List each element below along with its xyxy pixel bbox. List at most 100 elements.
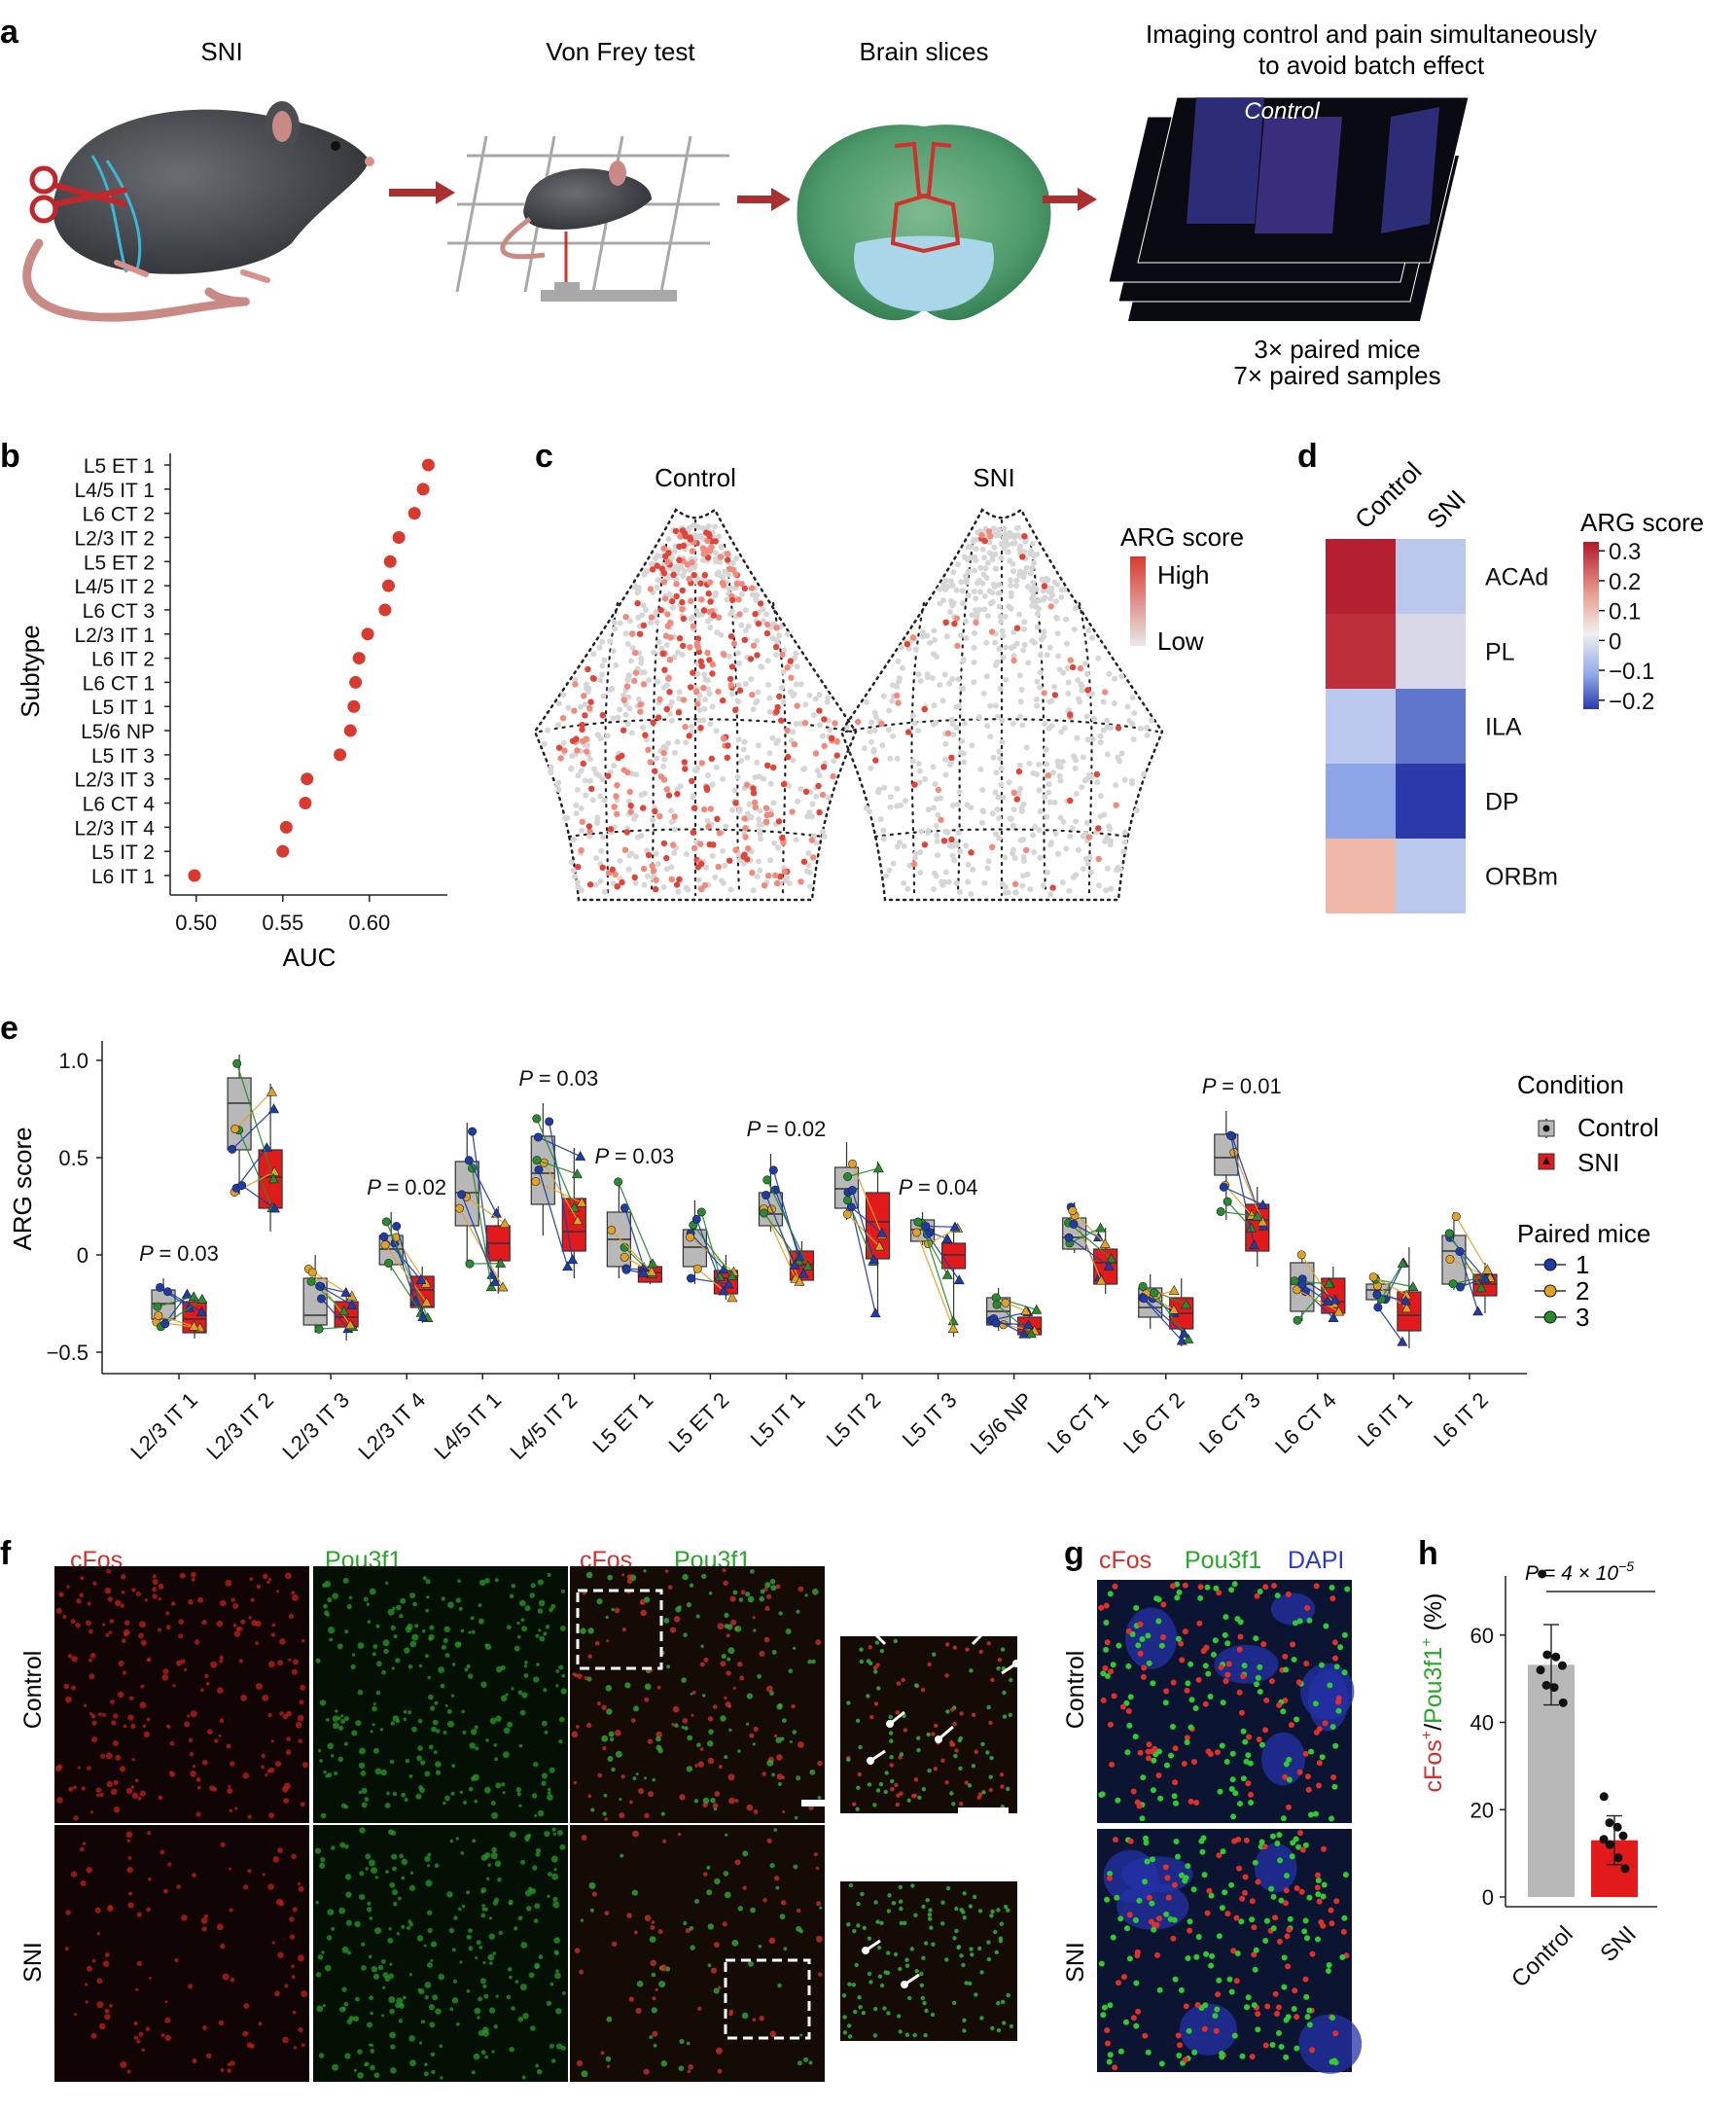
e-pair-line bbox=[319, 1285, 353, 1306]
c-cell-dot bbox=[673, 563, 680, 570]
g-signal-dot bbox=[1281, 1984, 1288, 1990]
g-signal-dot bbox=[1123, 2019, 1129, 2025]
c-cell-dot bbox=[744, 754, 751, 761]
f-signal-dot bbox=[265, 1772, 268, 1777]
f-signal-dot bbox=[282, 1713, 289, 1720]
e-pair-line bbox=[1069, 1227, 1101, 1244]
f-signal-dot bbox=[426, 1595, 430, 1599]
step-imaging-title-1: Imaging control and pain simultaneously bbox=[1146, 19, 1597, 49]
c-cell-dot bbox=[946, 609, 953, 616]
e-control-point bbox=[314, 1324, 324, 1334]
c-cell-dot bbox=[720, 574, 726, 581]
f-signal-dot bbox=[517, 1634, 521, 1639]
c-cell-dot bbox=[797, 786, 804, 792]
f-signal-dot bbox=[474, 2007, 481, 2015]
f-signal-dot bbox=[431, 1726, 437, 1733]
e-pair-line bbox=[167, 1291, 202, 1313]
f-signal-dot bbox=[446, 1891, 453, 1898]
f-signal-dot bbox=[746, 1693, 754, 1700]
f-signal-dot bbox=[480, 1887, 487, 1893]
c-arg-dot bbox=[776, 693, 783, 700]
g-signal-dot bbox=[1151, 1787, 1156, 1794]
f-inset-dot bbox=[889, 1738, 894, 1743]
f-inset-dot bbox=[944, 1957, 949, 1962]
c-cell-dot bbox=[600, 693, 607, 699]
c-cell-dot bbox=[790, 693, 797, 698]
c-arg-dot bbox=[741, 815, 748, 822]
f-inset-dot bbox=[961, 1962, 966, 1968]
b-point bbox=[421, 458, 435, 472]
f-signal-dot bbox=[372, 1747, 379, 1754]
h-category-label: SNI bbox=[1595, 1921, 1641, 1967]
c-cell-dot bbox=[916, 779, 923, 786]
h-y-tick-label: 60 bbox=[1470, 1624, 1494, 1648]
d-cell bbox=[1396, 839, 1466, 913]
f-signal-dot bbox=[139, 1701, 147, 1709]
g-signal-dot bbox=[1157, 1795, 1164, 1802]
c-cell-dot bbox=[915, 671, 922, 678]
c-cell-dot bbox=[578, 768, 585, 774]
d-cell bbox=[1326, 764, 1396, 839]
f-signal-dot bbox=[433, 1750, 438, 1755]
f-signal-dot bbox=[65, 1696, 72, 1703]
f-signal-dot bbox=[759, 1595, 764, 1602]
e-category-label: L4/5 IT 1 bbox=[429, 1387, 506, 1464]
c-cell-dot bbox=[998, 555, 1005, 561]
f-signal-dot bbox=[110, 1788, 118, 1796]
c-cell-dot bbox=[802, 701, 809, 708]
c-cell-dot bbox=[868, 765, 874, 771]
c-cell-dot bbox=[1063, 616, 1070, 623]
f-signal-dot bbox=[201, 1760, 208, 1766]
c-arg-dot bbox=[1067, 657, 1075, 663]
e-category-label: L6 IT 2 bbox=[1429, 1387, 1493, 1451]
e-pair-line bbox=[1372, 1276, 1407, 1296]
c-arg-dot bbox=[561, 747, 568, 754]
f-inset-dot bbox=[928, 1916, 933, 1921]
c-cell-dot bbox=[1054, 630, 1061, 637]
g-signal-dot bbox=[1257, 1589, 1263, 1594]
c-arg-dot bbox=[672, 527, 680, 535]
f-signal-dot bbox=[643, 1569, 647, 1573]
f-signal-dot bbox=[498, 1930, 503, 1936]
f-inset-dot bbox=[916, 1747, 921, 1753]
e-pair-line bbox=[1221, 1210, 1258, 1217]
f-signal-dot bbox=[491, 2050, 495, 2054]
e-sni-point bbox=[1022, 1319, 1034, 1330]
f-signal-dot bbox=[364, 1797, 370, 1802]
g-signal-dot bbox=[1214, 1749, 1221, 1756]
f-signal-dot bbox=[514, 1980, 519, 1984]
g-signal-dot bbox=[1172, 1745, 1179, 1752]
f-signal-dot bbox=[664, 1569, 669, 1573]
f-signal-dot bbox=[327, 1742, 335, 1750]
c-cell-dot bbox=[1105, 865, 1111, 872]
f-inset-dot bbox=[956, 1945, 961, 1950]
c-arg-dot bbox=[968, 849, 974, 856]
e-sni-point bbox=[802, 1260, 814, 1270]
f-inset-dot bbox=[904, 1963, 910, 1968]
g-signal-dot bbox=[1315, 1878, 1322, 1883]
c-cell-dot bbox=[1083, 713, 1090, 720]
f-signal-dot bbox=[138, 2031, 144, 2037]
d-row-label: ILA bbox=[1485, 714, 1522, 741]
c-arg-dot bbox=[721, 651, 727, 658]
f-signal-dot bbox=[100, 1753, 106, 1759]
e-sni-point bbox=[1180, 1299, 1191, 1309]
g-signal-dot bbox=[1276, 1938, 1283, 1945]
c-arg-dot bbox=[815, 782, 822, 790]
g-signal-dot bbox=[1339, 1954, 1346, 1960]
f-signal-dot bbox=[160, 2033, 165, 2038]
g-signal-dot bbox=[1231, 2032, 1238, 2039]
f-signal-dot bbox=[232, 1624, 237, 1628]
c-arg-dot bbox=[578, 846, 585, 854]
c-arg-dot bbox=[587, 698, 594, 705]
f-inset-dot bbox=[1001, 1999, 1006, 2005]
f-signal-dot bbox=[759, 1651, 765, 1657]
f-signal-dot bbox=[364, 2062, 368, 2067]
b-x-tick-label: 0.55 bbox=[262, 911, 303, 935]
e-y-tick-label: 1.0 bbox=[58, 1049, 89, 1073]
f-signal-dot bbox=[660, 1811, 665, 1816]
f-signal-dot bbox=[796, 1609, 800, 1614]
c-cell-dot bbox=[1060, 669, 1067, 676]
